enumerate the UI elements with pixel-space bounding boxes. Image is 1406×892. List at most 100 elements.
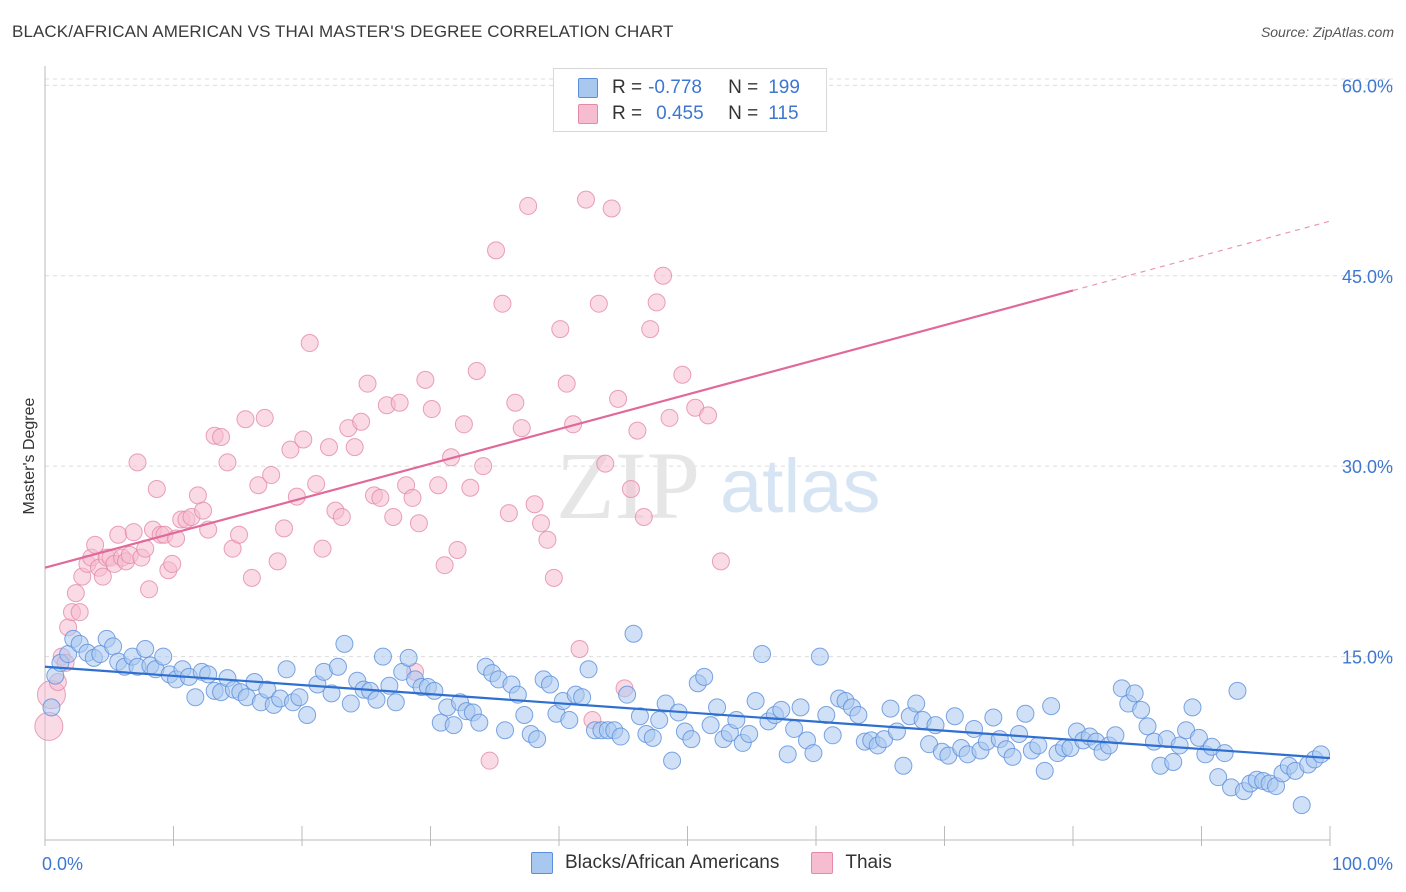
bottom-legend: Blacks/African Americans Thais bbox=[531, 852, 924, 874]
blacks-point bbox=[1228, 681, 1247, 700]
thais-point bbox=[313, 539, 332, 558]
legend-r-value: 0.455 bbox=[656, 103, 704, 124]
thais-point bbox=[409, 514, 428, 533]
blacks-point bbox=[1164, 752, 1183, 771]
thais-point bbox=[230, 525, 249, 544]
thais-point bbox=[262, 466, 281, 485]
blacks-point bbox=[945, 707, 964, 726]
blacks-point bbox=[322, 684, 341, 703]
thais-point bbox=[212, 427, 231, 446]
blacks-point bbox=[470, 713, 489, 732]
blacks-point bbox=[42, 698, 61, 717]
thais-point bbox=[371, 488, 390, 507]
bottom-legend-label-thais: Thais bbox=[845, 852, 892, 873]
trend-line-blacks bbox=[44, 665, 1331, 760]
thais-point bbox=[255, 408, 274, 427]
legend-swatch-thais bbox=[578, 104, 598, 124]
blacks-point bbox=[1292, 796, 1311, 815]
thais-point bbox=[319, 438, 338, 457]
blacks-point bbox=[290, 688, 309, 707]
blacks-point bbox=[1003, 747, 1022, 766]
blacks-point bbox=[817, 705, 836, 724]
y-axis-label: Master's Degree bbox=[21, 397, 38, 514]
thais-point bbox=[332, 507, 351, 526]
watermark-atlas: atlas bbox=[720, 444, 881, 529]
thais-point bbox=[147, 480, 166, 499]
chart-title: BLACK/AFRICAN AMERICAN VS THAI MASTER'S … bbox=[12, 22, 674, 41]
legend-row-blacks: R = -0.778 N = 199 bbox=[578, 75, 800, 101]
thais-point bbox=[480, 751, 499, 770]
blacks-point bbox=[740, 725, 759, 744]
thais-point bbox=[499, 504, 518, 523]
blacks-point bbox=[611, 727, 630, 746]
blacks-points bbox=[42, 624, 1331, 815]
blacks-point bbox=[1132, 700, 1151, 719]
blacks-point bbox=[560, 711, 579, 730]
blacks-point bbox=[1106, 726, 1125, 745]
thais-point bbox=[557, 374, 576, 393]
thais-point bbox=[358, 374, 377, 393]
thais-point bbox=[602, 199, 621, 218]
watermark: ZIP atlas bbox=[556, 432, 881, 539]
blacks-point bbox=[399, 648, 418, 667]
thais-point bbox=[281, 440, 300, 459]
blacks-point bbox=[778, 745, 797, 764]
legend-row-thais: R = 0.455 N = 115 bbox=[578, 101, 799, 127]
blacks-point bbox=[154, 647, 173, 666]
thais-point bbox=[287, 487, 306, 506]
blacks-point bbox=[579, 660, 598, 679]
blacks-point bbox=[1029, 736, 1048, 755]
thais-point bbox=[525, 495, 544, 514]
thais-point bbox=[570, 639, 589, 658]
blacks-point bbox=[1215, 744, 1234, 763]
bottom-legend-blacks: Blacks/African Americans bbox=[531, 852, 779, 874]
thais-point bbox=[551, 320, 570, 339]
thais-point bbox=[128, 453, 147, 472]
thais-point bbox=[654, 266, 673, 285]
thais-point bbox=[300, 334, 319, 353]
thais-point bbox=[307, 474, 326, 493]
thais-point bbox=[109, 525, 128, 544]
thais-point bbox=[194, 501, 213, 520]
blacks-point bbox=[682, 730, 701, 749]
blacks-point bbox=[630, 707, 649, 726]
blacks-point bbox=[573, 688, 592, 707]
blacks-point bbox=[298, 705, 317, 724]
thais-point bbox=[242, 568, 261, 587]
thais-point bbox=[93, 567, 112, 586]
y-tick-label: 45.0% bbox=[1342, 267, 1393, 287]
thais-point bbox=[641, 320, 660, 339]
thais-point bbox=[467, 361, 486, 380]
thais-point bbox=[454, 415, 473, 434]
legend-r-label: R = bbox=[612, 103, 643, 124]
blacks-point bbox=[341, 694, 360, 713]
blacks-point bbox=[746, 692, 765, 711]
thais-point bbox=[609, 389, 628, 408]
blacks-point bbox=[650, 711, 669, 730]
thais-point bbox=[70, 603, 89, 622]
thais-point bbox=[422, 400, 441, 419]
thais-point bbox=[596, 454, 615, 473]
thais-point bbox=[390, 393, 409, 412]
blacks-point bbox=[624, 624, 643, 643]
bottom-legend-swatch-thais bbox=[811, 852, 834, 874]
blacks-point bbox=[373, 647, 392, 666]
bottom-legend-label-blacks: Blacks/African Americans bbox=[565, 852, 780, 873]
blacks-point bbox=[810, 647, 829, 666]
blacks-point bbox=[894, 756, 913, 775]
blacks-point bbox=[823, 726, 842, 745]
blacks-point bbox=[444, 716, 463, 735]
blacks-point bbox=[643, 728, 662, 747]
thais-point bbox=[711, 552, 730, 571]
legend-n-value: 115 bbox=[768, 103, 799, 124]
thais-point bbox=[487, 241, 506, 260]
y-tick-label: 15.0% bbox=[1342, 648, 1393, 668]
blacks-point bbox=[425, 681, 444, 700]
thais-point bbox=[163, 554, 182, 573]
blacks-point bbox=[136, 639, 155, 658]
blacks-point bbox=[1312, 745, 1331, 764]
blacks-point bbox=[508, 685, 527, 704]
blacks-point bbox=[887, 722, 906, 741]
blacks-point bbox=[515, 705, 534, 724]
